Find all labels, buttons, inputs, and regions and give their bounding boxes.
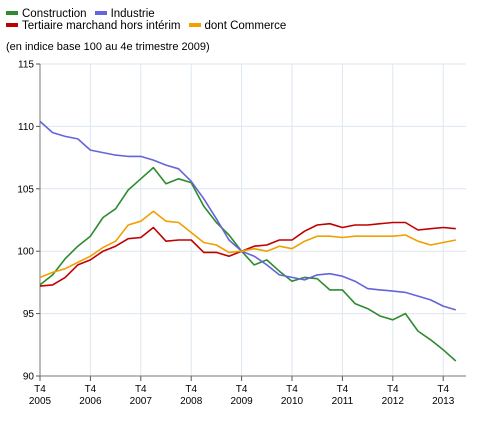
- legend: Construction Industrie Tertiaire marchand…: [6, 8, 294, 32]
- x-tick-label-year: 2006: [79, 396, 102, 407]
- x-tick-label-year: 2009: [230, 396, 253, 407]
- x-tick-label-quarter: T4: [185, 384, 197, 395]
- x-tick-label-quarter: T4: [85, 384, 97, 395]
- x-tick-label-quarter: T4: [286, 384, 298, 395]
- legend-row-1: Construction Industrie: [6, 8, 294, 20]
- x-tick-label-year: 2011: [332, 396, 354, 407]
- legend-item-construction: Construction: [6, 8, 87, 20]
- legend-row-2: Tertiaire marchand hors intérim dont Comm…: [6, 20, 294, 32]
- series-line-tertiaire-marchand-hors-int-rim: [39, 221, 456, 287]
- y-tick-label: 110: [18, 122, 34, 133]
- series-line-dont-commerce: [39, 210, 456, 279]
- y-tick-label: 115: [18, 60, 34, 71]
- series-line-construction: [39, 166, 457, 362]
- x-tick-label-year: 2007: [130, 396, 153, 407]
- y-tick-label: 100: [17, 247, 34, 258]
- legend-swatch-commerce: [188, 22, 201, 27]
- legend-item-tertiaire: Tertiaire marchand hors intérim: [6, 20, 181, 32]
- x-tick-label-year: 2013: [432, 396, 455, 407]
- legend-label-construction: Construction: [22, 8, 87, 20]
- legend-label-tertiaire: Tertiaire marchand hors intérim: [22, 20, 181, 32]
- legend-swatch-industrie: [94, 10, 107, 15]
- y-tick-label: 90: [23, 372, 35, 383]
- x-tick-label-year: 2008: [180, 396, 203, 407]
- y-tick-label: 95: [23, 309, 35, 320]
- plot-area: [40, 64, 466, 376]
- legend-swatch-tertiaire: [6, 22, 18, 27]
- x-tick-label-year: 2010: [281, 396, 304, 407]
- x-tick-label-quarter: T4: [236, 384, 248, 395]
- x-tick-label-year: 2012: [382, 396, 405, 407]
- x-tick-label-quarter: T4: [437, 384, 449, 395]
- legend-item-commerce: dont Commerce: [188, 20, 287, 32]
- x-tick-label-quarter: T4: [387, 384, 399, 395]
- y-tick-label: 105: [17, 184, 34, 195]
- legend-item-industrie: Industrie: [94, 8, 155, 20]
- series-line-industrie: [39, 120, 457, 311]
- chart-subtitle: (en indice base 100 au 4e trimestre 2009…: [6, 41, 210, 53]
- legend-label-commerce: dont Commerce: [204, 20, 287, 32]
- x-tick-label-quarter: T4: [337, 384, 349, 395]
- legend-label-industrie: Industrie: [110, 8, 155, 20]
- x-tick-label-quarter: T4: [34, 384, 46, 395]
- x-tick-label-year: 2005: [29, 396, 52, 407]
- x-tick-label-quarter: T4: [135, 384, 147, 395]
- legend-swatch-construction: [6, 10, 18, 15]
